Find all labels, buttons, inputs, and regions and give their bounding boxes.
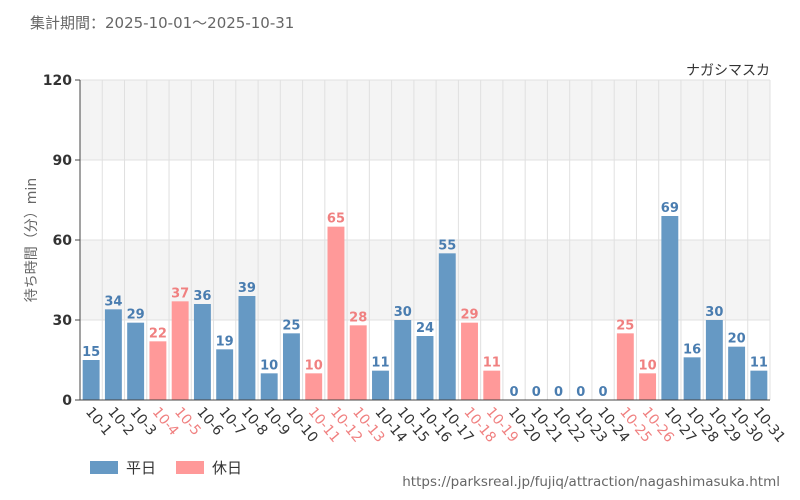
data-label: 30	[705, 305, 723, 320]
legend-swatch-holiday	[176, 461, 205, 474]
bar	[193, 304, 211, 400]
data-label: 0	[532, 385, 541, 400]
legend-item-holiday: 休日	[176, 457, 242, 478]
legend-label-holiday: 休日	[212, 459, 243, 477]
data-label: 10	[639, 358, 657, 373]
bar	[728, 346, 746, 400]
bar	[104, 309, 122, 400]
y-tick-label: 60	[53, 233, 73, 249]
bar	[394, 320, 412, 400]
bar	[705, 320, 723, 400]
grid-band	[80, 80, 770, 160]
bar	[483, 370, 501, 400]
bar	[82, 360, 100, 400]
data-label: 65	[327, 212, 345, 227]
data-label: 69	[661, 201, 679, 216]
data-label: 11	[750, 356, 768, 371]
data-label: 30	[394, 305, 412, 320]
data-label: 29	[460, 308, 478, 323]
y-tick-label: 30	[53, 313, 73, 329]
data-label: 36	[193, 289, 211, 304]
data-label: 25	[282, 318, 300, 333]
bar	[216, 349, 234, 400]
y-tick-label: 90	[53, 153, 73, 169]
bar	[683, 357, 701, 400]
bar	[616, 333, 634, 400]
data-label: 0	[599, 385, 608, 400]
bar	[461, 322, 478, 400]
data-label: 22	[149, 326, 167, 341]
legend-label-weekday: 平日	[126, 459, 157, 477]
data-label: 19	[216, 334, 234, 349]
data-label: 10	[260, 358, 278, 373]
bar	[327, 226, 345, 400]
legend-swatch-weekday	[90, 461, 118, 474]
bar	[305, 373, 323, 400]
data-label: 55	[438, 238, 456, 253]
y-axis-label: 待ち時間（分）min	[24, 178, 40, 302]
bar	[372, 370, 389, 400]
data-label: 34	[104, 294, 122, 309]
data-label: 0	[510, 385, 519, 400]
bar	[171, 301, 189, 400]
bar	[260, 373, 278, 400]
period-label: 集計期間：2025-10-01～2025-10-31	[30, 14, 295, 32]
legend-item-weekday: 平日	[90, 457, 156, 478]
bar	[349, 325, 367, 400]
data-label: 29	[127, 308, 145, 323]
bar	[750, 370, 768, 400]
data-label: 11	[371, 356, 389, 371]
data-label: 39	[238, 281, 256, 296]
y-tick-label: 0	[62, 393, 72, 409]
data-label: 10	[305, 358, 323, 373]
legend: 平日 休日	[90, 457, 242, 478]
bar	[639, 373, 657, 400]
data-label: 37	[171, 286, 189, 301]
data-label: 16	[683, 342, 701, 357]
data-label: 15	[82, 345, 100, 360]
data-label: 0	[554, 385, 563, 400]
data-label: 0	[576, 385, 585, 400]
data-label: 28	[349, 310, 367, 325]
bar	[127, 322, 145, 400]
bar	[661, 216, 679, 400]
data-label: 25	[616, 318, 634, 333]
y-tick-label: 120	[43, 73, 72, 89]
data-label: 11	[483, 356, 501, 371]
source-url[interactable]: https://parksreal.jp/fujiq/attraction/na…	[402, 474, 780, 490]
attraction-name: ナガシマスカ	[686, 63, 770, 79]
data-label: 20	[728, 332, 746, 347]
data-label: 24	[416, 321, 434, 336]
bar	[282, 333, 300, 400]
bar	[416, 336, 434, 400]
bar	[149, 341, 167, 400]
bar	[438, 253, 456, 400]
bar	[238, 296, 256, 400]
